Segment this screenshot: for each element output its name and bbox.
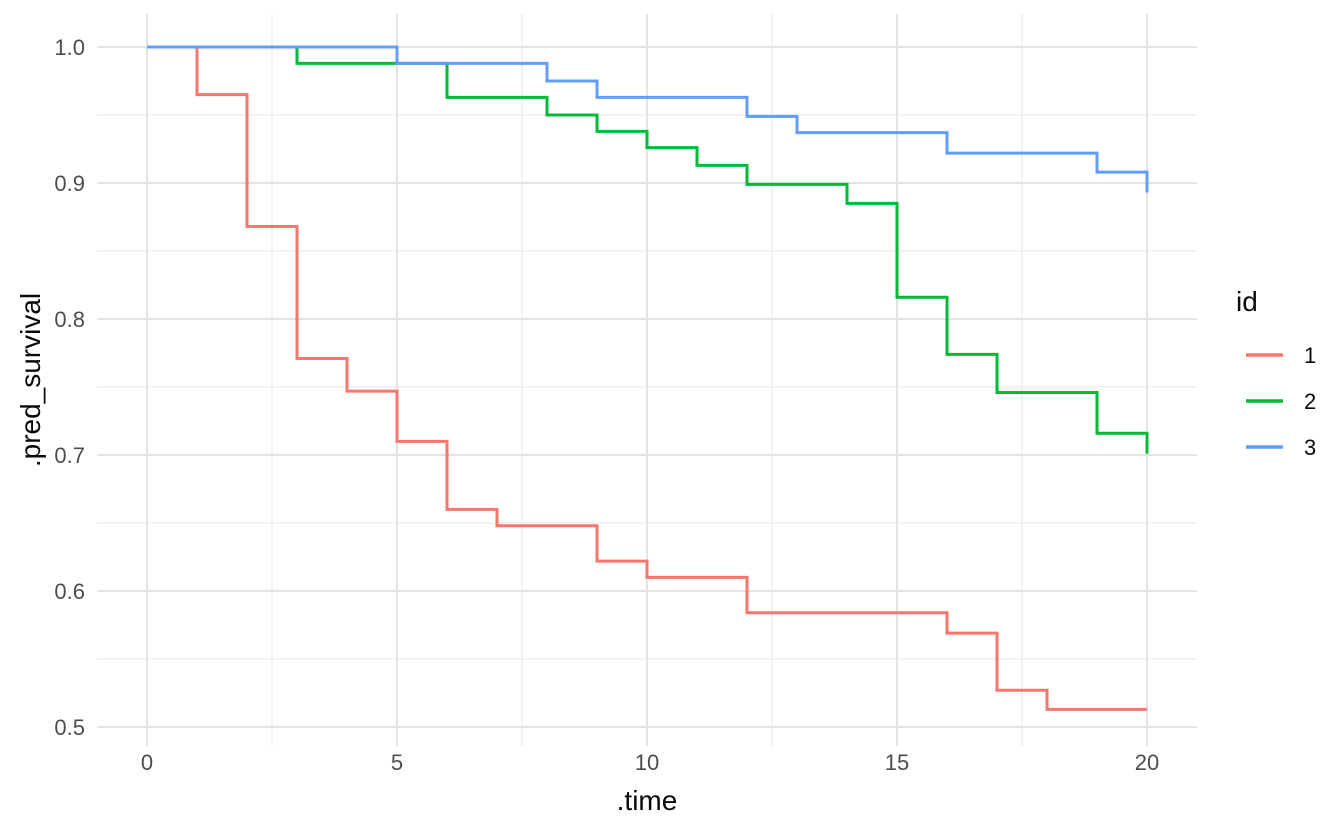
series-line-id-3	[147, 45, 1149, 193]
y-tick-label: 0.7	[54, 443, 85, 468]
gridlines-major	[97, 14, 1197, 746]
y-tick-label: 0.9	[54, 171, 85, 196]
series-line-id-2	[147, 45, 1149, 454]
legend-entries: 1 2 3	[1246, 343, 1316, 460]
y-axis-title: .pred_survival	[15, 293, 46, 467]
x-tick-label: 15	[885, 750, 909, 775]
legend-label-id-2: 2	[1304, 389, 1316, 414]
x-tick-label: 20	[1135, 750, 1159, 775]
series-line-id-1	[147, 45, 1147, 711]
y-tick-label: 0.6	[54, 579, 85, 604]
x-axis-title: .time	[617, 785, 678, 816]
legend-label-id-3: 3	[1304, 435, 1316, 460]
x-axis-tick-labels: 0 5 10 15 20	[141, 750, 1159, 775]
legend-title: id	[1236, 286, 1258, 317]
legend: id 1 2 3	[1236, 286, 1316, 460]
series-lines	[147, 45, 1149, 711]
legend-label-id-1: 1	[1304, 343, 1316, 368]
y-tick-label: 1.0	[54, 35, 85, 60]
y-tick-label: 0.8	[54, 307, 85, 332]
y-axis-tick-labels: 1.0 0.9 0.8 0.7 0.6 0.5	[54, 35, 85, 740]
y-tick-label: 0.5	[54, 715, 85, 740]
x-tick-label: 5	[391, 750, 403, 775]
x-tick-label: 10	[635, 750, 659, 775]
x-tick-label: 0	[141, 750, 153, 775]
